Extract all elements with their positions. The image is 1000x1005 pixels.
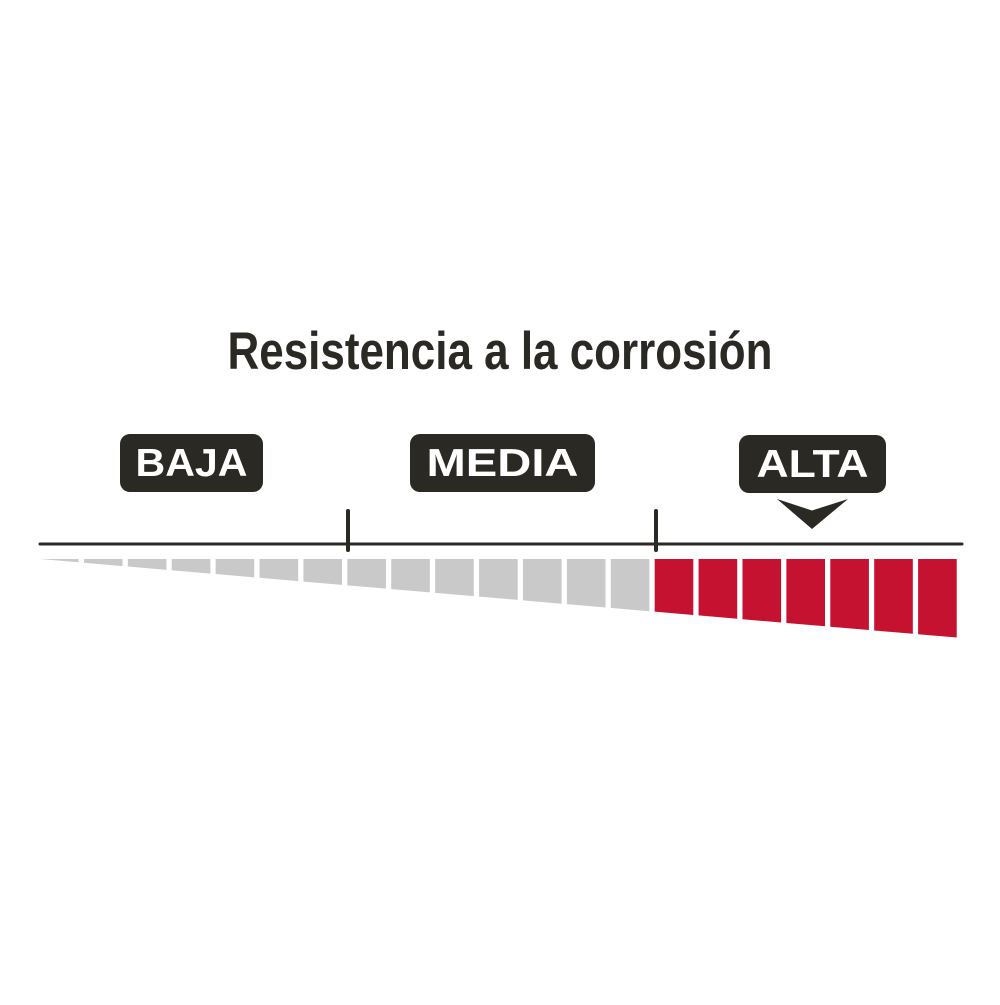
svg-text:ALTA: ALTA <box>757 443 869 486</box>
svg-text:Resistencia a la corrosión: Resistencia a la corrosión <box>228 322 773 381</box>
svg-text:MEDIA: MEDIA <box>427 442 579 485</box>
svg-text:BAJA: BAJA <box>136 442 248 485</box>
